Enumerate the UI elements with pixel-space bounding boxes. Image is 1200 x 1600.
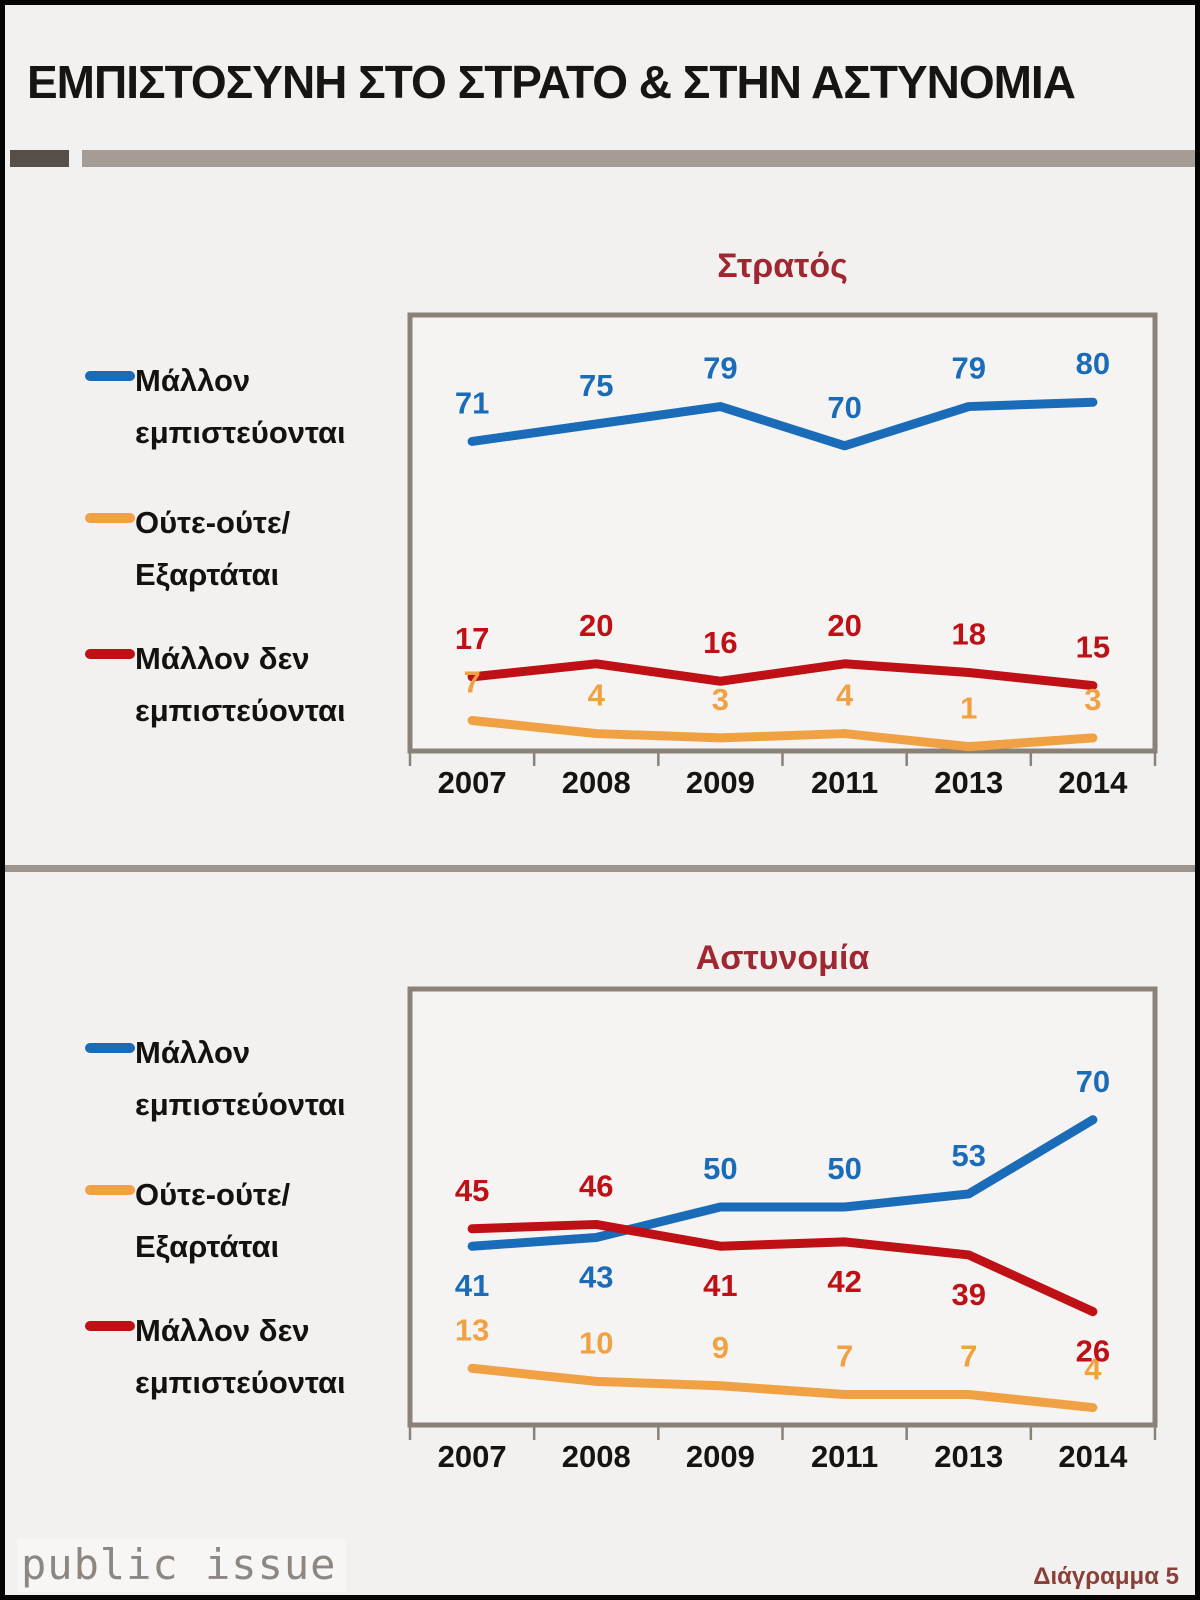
legend-item-distrust: Μάλλον δεν εμπιστεύονται <box>85 1305 346 1409</box>
legend-item-neither: Ούτε-ούτε/ Εξαρτάται <box>85 1169 290 1273</box>
value-label: 18 <box>952 617 986 652</box>
series-line <box>467 715 1098 752</box>
panel-divider <box>5 865 1195 872</box>
x-axis-label: 2014 <box>1058 765 1128 800</box>
value-label: 45 <box>455 1173 489 1208</box>
legend-label-trust: Μάλλον εμπιστεύονται <box>135 1027 346 1131</box>
page-title: ΕΜΠΙΣΤΟΣΥΝΗ ΣΤΟ ΣΤΡΑΤΟ & ΣΤΗΝ ΑΣΤΥΝΟΜΙΑ <box>27 56 1076 108</box>
accent-bar <box>5 150 1195 167</box>
value-label: 20 <box>579 608 613 643</box>
value-label: 7 <box>463 664 480 699</box>
army-chart-title: Στρατός <box>717 247 848 285</box>
value-label: 7 <box>960 1338 977 1373</box>
value-label: 80 <box>1076 346 1110 381</box>
neither-line-icon <box>85 513 135 523</box>
value-label: 79 <box>952 351 986 386</box>
value-label: 7 <box>836 1338 853 1373</box>
value-label: 3 <box>1084 682 1101 717</box>
value-label: 70 <box>827 390 861 425</box>
x-axis-label: 2007 <box>438 765 507 800</box>
legend-label-line: Μάλλον <box>135 363 251 398</box>
legend-item-distrust: Μάλλον δεν εμπιστεύονται <box>85 633 346 737</box>
value-label: 71 <box>455 385 489 420</box>
series-line <box>467 1219 1098 1317</box>
legend-label-line: Μάλλον <box>135 1035 251 1070</box>
x-axis-label: 2008 <box>562 765 631 800</box>
public-issue-logo: public issue <box>17 1539 347 1592</box>
diagram-number: Διάγραμμα 5 <box>1033 1563 1179 1590</box>
value-label: 70 <box>1076 1064 1110 1099</box>
value-label: 4 <box>1084 1352 1102 1387</box>
legend-label-distrust: Μάλλον δεν εμπιστεύονται <box>135 633 346 737</box>
value-label: 75 <box>579 368 613 403</box>
trust-line-icon <box>85 371 135 381</box>
legend-label-distrust: Μάλλον δεν εμπιστεύονται <box>135 1305 346 1409</box>
value-label: 20 <box>827 608 861 643</box>
x-axis-label: 2011 <box>811 765 878 800</box>
value-label: 4 <box>588 678 606 713</box>
series-line <box>467 1363 1098 1413</box>
value-label: 1 <box>960 691 977 726</box>
legend-label-line: Μάλλον δεν <box>135 1313 310 1348</box>
distrust-line-icon <box>85 649 135 659</box>
x-axis-label: 2014 <box>1058 1439 1128 1474</box>
accent-bar-dark-segment <box>10 150 69 167</box>
value-label: 50 <box>827 1151 861 1186</box>
neither-line-icon <box>85 1185 135 1195</box>
value-label: 41 <box>703 1268 737 1303</box>
value-label: 4 <box>836 678 854 713</box>
value-label: 3 <box>712 682 729 717</box>
legend-label-trust: Μάλλον εμπιστεύονται <box>135 355 346 459</box>
legend-label-neither: Ούτε-ούτε/ Εξαρτάται <box>135 1169 290 1273</box>
value-label: 42 <box>827 1264 861 1299</box>
legend-label-line: Μάλλον δεν <box>135 641 310 676</box>
trust-line-icon <box>85 1043 135 1053</box>
value-label: 41 <box>455 1268 489 1303</box>
value-label: 9 <box>712 1330 729 1365</box>
x-axis-label: 2009 <box>686 1439 755 1474</box>
value-label: 10 <box>579 1325 613 1360</box>
legend-label-line: Εξαρτάται <box>135 557 280 592</box>
value-label: 46 <box>579 1168 613 1203</box>
value-label: 16 <box>703 625 737 660</box>
value-label: 26 <box>1076 1334 1110 1369</box>
value-label: 39 <box>952 1277 986 1312</box>
legend-label-line: Εξαρτάται <box>135 1229 280 1264</box>
legend-label-line: εμπιστεύονται <box>135 1365 346 1400</box>
accent-bar-light-segment <box>82 150 1195 167</box>
series-line <box>467 397 1098 451</box>
police-chart-canvas: 2007 2008 2009 2011 2013 2014 41 43 50 50 53 70 13 10… <box>407 986 1158 1474</box>
value-label: 53 <box>952 1138 986 1173</box>
x-axis-label: 2013 <box>934 765 1003 800</box>
value-label: 43 <box>579 1260 613 1295</box>
legend-label-neither: Ούτε-ούτε/ Εξαρτάται <box>135 497 290 601</box>
legend-label-line: εμπιστεύονται <box>135 1087 346 1122</box>
legend-item-trust: Μάλλον εμπιστεύονται <box>85 1027 346 1131</box>
plot-area <box>407 312 1158 754</box>
legend-label-line: Ούτε-ούτε/ <box>135 505 291 540</box>
x-axis-label: 2009 <box>686 765 755 800</box>
x-axis-label: 2011 <box>811 1439 878 1474</box>
series-line <box>467 1115 1098 1251</box>
value-label: 79 <box>703 351 737 386</box>
x-axis-label: 2008 <box>562 1439 631 1474</box>
legend-item-trust: Μάλλον εμπιστεύονται <box>85 355 346 459</box>
legend-label-line: εμπιστεύονται <box>135 693 346 728</box>
distrust-line-icon <box>85 1321 135 1331</box>
value-label: 13 <box>455 1312 489 1347</box>
value-label: 15 <box>1076 630 1110 665</box>
series-line <box>467 659 1098 691</box>
police-chart-title: Αστυνομία <box>695 939 870 977</box>
x-axis-label: 2013 <box>934 1439 1003 1474</box>
legend-item-neither: Ούτε-ούτε/ Εξαρτάται <box>85 497 290 601</box>
legend-label-line: εμπιστεύονται <box>135 415 346 450</box>
x-axis-label: 2007 <box>438 1439 507 1474</box>
value-label: 17 <box>455 621 489 656</box>
value-label: 50 <box>703 1151 737 1186</box>
legend-label-line: Ούτε-ούτε/ <box>135 1177 291 1212</box>
